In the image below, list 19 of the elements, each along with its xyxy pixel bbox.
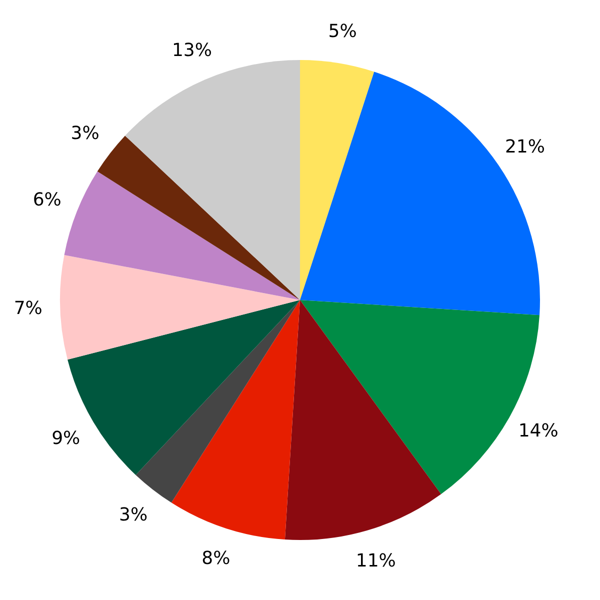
data-label: 6%: [32, 189, 62, 210]
pie-slice: [125, 60, 300, 300]
data-label: 14%: [518, 420, 558, 442]
pie-slice: [136, 300, 300, 503]
pie-slice: [60, 255, 300, 360]
pie-slice: [300, 60, 374, 300]
pie-slice: [171, 300, 300, 540]
data-label: 7%: [14, 298, 42, 320]
data-label: 11%: [356, 550, 396, 572]
data-label: 5%: [328, 20, 357, 42]
pie-slice: [284, 300, 442, 540]
data-label: 21%: [504, 136, 545, 158]
data-label: 8%: [202, 548, 230, 570]
data-label: 3%: [70, 122, 100, 144]
data-label: 13%: [172, 40, 212, 61]
data-label: 9%: [52, 428, 80, 449]
pie-slice: [97, 136, 300, 300]
pie-slice: [64, 171, 300, 300]
data-label: 3%: [119, 504, 148, 526]
